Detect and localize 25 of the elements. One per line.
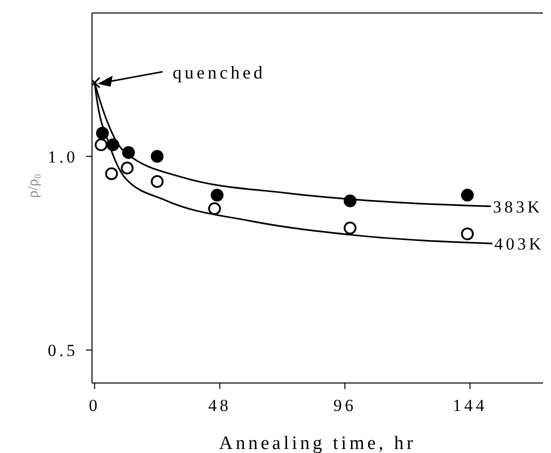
y-axis-title: ρ/ρ₀ xyxy=(25,174,42,198)
series-label: 403K xyxy=(494,234,544,254)
point xyxy=(94,138,108,152)
point xyxy=(344,222,356,234)
y-tick-label: 1.0 xyxy=(48,147,78,166)
point xyxy=(150,150,164,163)
point xyxy=(122,146,135,159)
x-tick-label: 48 xyxy=(208,396,232,416)
x-tick-label: 144 xyxy=(452,396,488,416)
point xyxy=(96,126,109,140)
point xyxy=(344,194,356,208)
point xyxy=(461,188,474,202)
annotation: quenched xyxy=(172,62,266,83)
point xyxy=(120,162,134,174)
x-tick-label: 96 xyxy=(333,396,356,416)
x-tick-label: 0 xyxy=(88,396,100,416)
point xyxy=(150,175,164,188)
point xyxy=(106,138,120,152)
point xyxy=(210,188,224,202)
series-label: 383K xyxy=(492,197,543,216)
y-tick-label: 0.5 xyxy=(48,341,78,360)
point xyxy=(105,167,118,180)
point xyxy=(208,202,221,216)
x-axis-title: Annealing time, hr xyxy=(219,433,416,453)
point xyxy=(461,227,474,240)
